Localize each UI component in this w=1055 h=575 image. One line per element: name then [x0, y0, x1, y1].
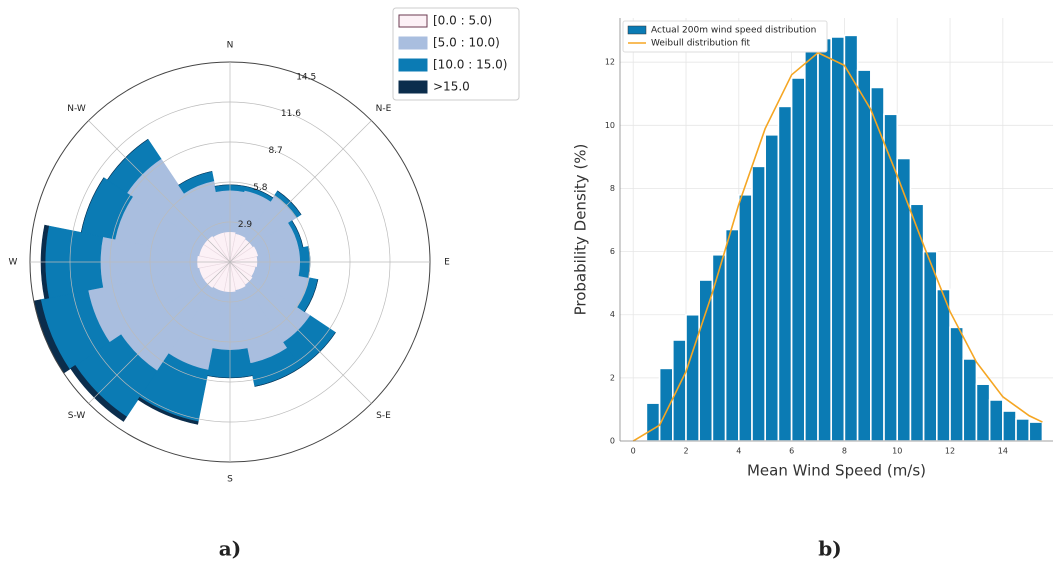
histogram-bar — [658, 367, 674, 442]
histogram-bar — [830, 36, 846, 442]
radial-tick-label: 14.5 — [296, 72, 316, 82]
histogram-bar — [1002, 410, 1017, 442]
wind-sector — [137, 396, 199, 425]
legend-box — [392, 7, 520, 101]
x-tick-label: 14 — [998, 447, 1008, 456]
legend-swatch — [398, 58, 428, 72]
x-tick-label: 2 — [683, 447, 688, 456]
radial-tick-label: 2.9 — [238, 220, 253, 230]
x-tick-label: 0 — [631, 447, 636, 456]
radial-tick-label: 5.8 — [253, 183, 268, 193]
histogram-bar — [817, 37, 833, 442]
fit-line — [632, 51, 1043, 442]
histogram-bar — [883, 113, 899, 442]
y-tick-label: 8 — [610, 184, 615, 193]
legend-label: [10.0 : 15.0) — [433, 58, 507, 72]
y-tick-label: 12 — [605, 58, 615, 67]
legend-swatch — [627, 25, 647, 35]
histogram-bar — [777, 105, 793, 442]
legend-label: [5.0 : 10.0) — [433, 36, 500, 50]
angular-grid-line — [229, 261, 372, 404]
histogram-bar — [790, 77, 806, 442]
angular-grid-line — [88, 261, 231, 404]
legend-swatch — [398, 14, 428, 28]
histogram-chart: 0 2 4 6 8 10 12 0 2 4 6 8 10 12 14 Actual 200m wind spe… — [572, 18, 1053, 561]
wind-sector — [245, 185, 274, 199]
histogram-bar — [975, 383, 991, 442]
x-tick-label: 12 — [945, 447, 955, 456]
histogram-bar — [764, 133, 780, 442]
y-tick-label: 0 — [610, 437, 615, 446]
histogram-bar — [698, 279, 714, 442]
y-tick-label: 10 — [605, 121, 615, 130]
histogram-bar — [1015, 418, 1031, 442]
radial-tick-label: 8.7 — [268, 146, 282, 156]
direction-label: W — [9, 258, 18, 268]
direction-label: N-W — [67, 104, 86, 114]
wind-sector — [304, 279, 319, 312]
y-tick-label: 4 — [610, 310, 615, 319]
direction-label: S-E — [376, 411, 391, 421]
x-tick-label: 6 — [789, 447, 794, 456]
y-axis-label: Probability Density (%) — [572, 144, 590, 316]
legend-swatch — [398, 36, 428, 50]
legend-swatch — [398, 80, 428, 94]
histogram-bar — [936, 288, 951, 442]
histogram-bar — [896, 157, 912, 442]
legend-label: [0.0 : 5.0) — [433, 14, 492, 28]
y-tick-label: 6 — [610, 247, 615, 256]
histogram-bar — [856, 69, 872, 442]
wind-sector — [291, 220, 304, 248]
x-tick-label: 10 — [892, 447, 902, 456]
histogram-bar — [711, 253, 727, 442]
legend-label: Actual 200m wind speed distribution — [651, 26, 816, 36]
direction-label: S-W — [68, 411, 86, 421]
histogram-bar — [870, 86, 885, 442]
y-tick-label: 2 — [610, 373, 615, 382]
histogram-bar — [724, 228, 740, 442]
histogram-bar — [738, 193, 753, 442]
wind-sector — [277, 190, 302, 215]
histogram-bar — [988, 399, 1004, 442]
histogram-bar — [1028, 421, 1044, 442]
caption: a) — [219, 537, 241, 561]
histogram-bar — [672, 339, 687, 442]
direction-label: N — [227, 41, 234, 51]
direction-label: N-E — [376, 104, 392, 114]
wind-sector — [80, 177, 105, 233]
radial-tick-label: 11.6 — [281, 109, 301, 119]
histogram-bar — [751, 165, 767, 442]
legend-box — [622, 20, 828, 53]
direction-label: S — [227, 475, 233, 485]
histogram-bar — [949, 326, 965, 442]
histogram-bar — [685, 313, 701, 442]
wind-sector — [107, 139, 149, 181]
x-axis-label: Mean Wind Speed (m/s) — [747, 462, 926, 480]
angular-grid-line — [88, 120, 231, 263]
x-tick-label: 4 — [736, 447, 741, 456]
legend-label: >15.0 — [433, 80, 470, 94]
wind-sector — [214, 184, 246, 187]
wind-sector — [70, 365, 127, 422]
direction-label: E — [444, 258, 450, 268]
histogram-bar — [843, 34, 859, 442]
x-tick-label: 8 — [842, 447, 847, 456]
histogram-bar — [922, 250, 938, 442]
histogram-bar — [804, 48, 819, 442]
histogram-bar — [962, 358, 978, 442]
wind-rose: 2.9 5.8 8.7 11.6 14.5 N N-E E S-E S S-W W N-W [0.0 : … — [9, 7, 520, 561]
caption: b) — [818, 537, 841, 561]
legend-label: Weibull distribution fit — [651, 39, 751, 49]
angular-grid-line — [229, 120, 372, 263]
histogram-bar — [645, 402, 661, 442]
